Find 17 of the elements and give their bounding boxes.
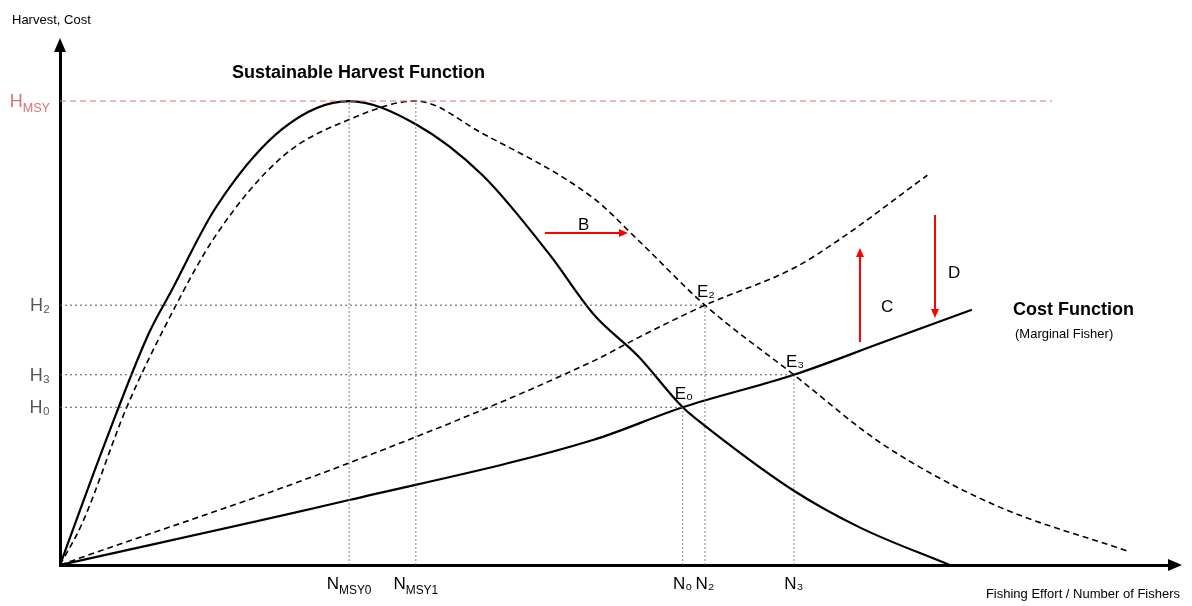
x-tick-label: N₂ <box>695 574 715 593</box>
ref-line-label: H₀ <box>29 397 51 418</box>
x-tick-label: N₃ <box>784 574 804 593</box>
annotation: C <box>881 297 894 316</box>
ref-line-label: H₃ <box>29 364 51 385</box>
annotation: Cost Function <box>1013 299 1134 319</box>
annotation: D <box>948 263 961 282</box>
annotation: E₃ <box>785 351 805 371</box>
annotation: B <box>578 215 590 234</box>
ref-line-label: H₂ <box>30 295 51 316</box>
x-tick-label: N₀ <box>673 574 693 593</box>
text: Sustainable Harvest Function <box>232 62 486 82</box>
annotation: (Marginal Fisher) <box>1015 326 1114 341</box>
annotation: E₀ <box>674 384 694 404</box>
x-axis-title: Fishing Effort / Number of Fishers <box>985 586 1181 601</box>
annotation: E₂ <box>696 282 715 302</box>
text: Harvest, Cost <box>12 12 92 27</box>
